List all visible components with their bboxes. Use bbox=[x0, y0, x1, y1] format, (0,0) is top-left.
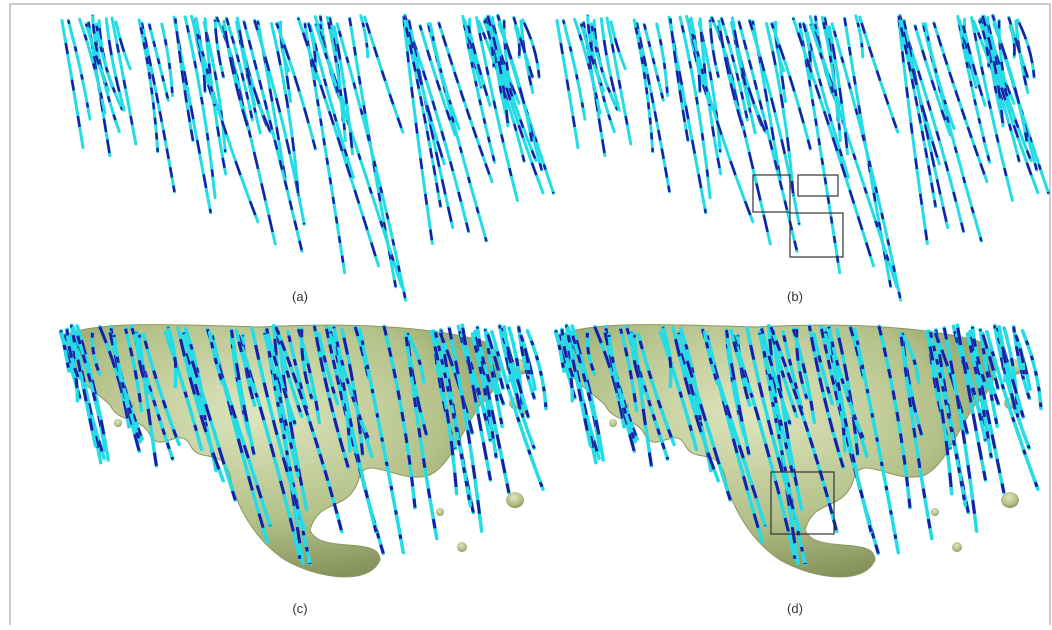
page: (a) (b) (c) (d) (() => { const data = JS… bbox=[0, 0, 1052, 625]
drill-hole bbox=[637, 23, 670, 192]
panel-label: (a) bbox=[292, 289, 308, 304]
panel-d bbox=[556, 325, 1042, 577]
panel-label: (d) bbox=[787, 601, 803, 616]
iso-blob bbox=[457, 542, 467, 552]
panel-label: (c) bbox=[292, 601, 307, 616]
figure: (a) (b) (c) (d) bbox=[0, 0, 1052, 625]
drill-hole bbox=[142, 23, 175, 192]
highlight-box bbox=[798, 175, 838, 196]
drill-hole bbox=[277, 23, 316, 149]
iso-blob bbox=[931, 508, 939, 516]
panel-c bbox=[61, 325, 547, 577]
iso-blob bbox=[436, 508, 444, 516]
drill-hole bbox=[772, 23, 811, 149]
panel-a bbox=[62, 15, 554, 300]
iso-blob bbox=[609, 419, 617, 427]
iso-blob bbox=[114, 419, 122, 427]
iso-blob bbox=[952, 542, 962, 552]
panel-label: (b) bbox=[787, 289, 803, 304]
